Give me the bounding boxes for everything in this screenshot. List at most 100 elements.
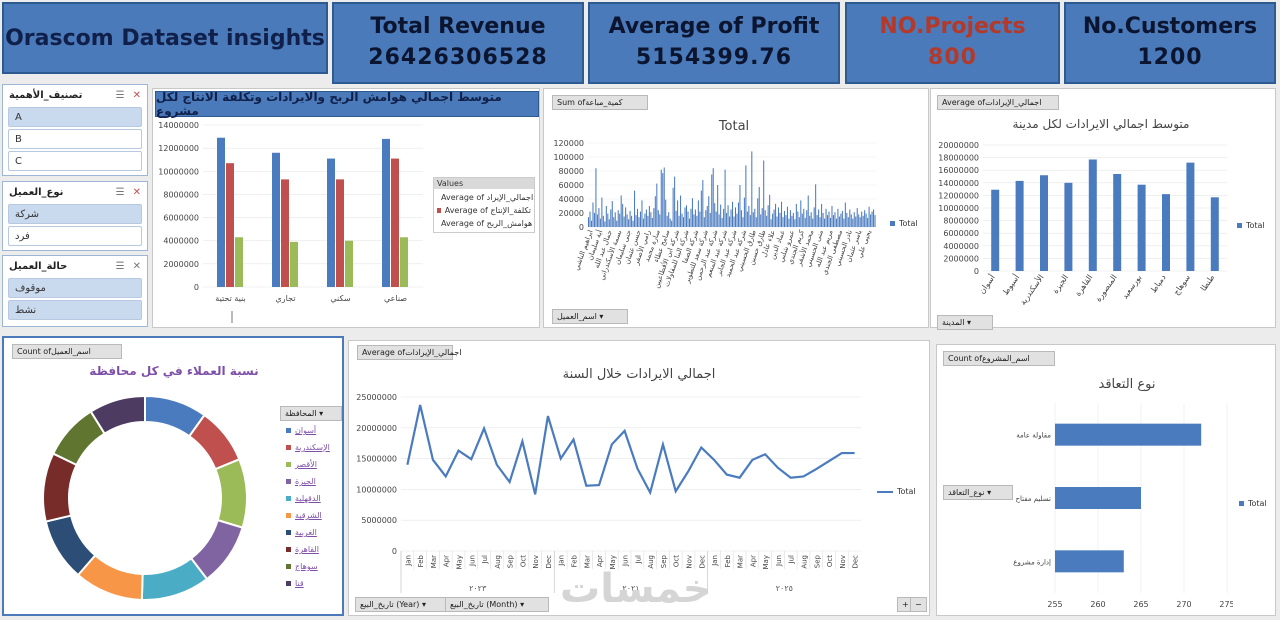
legend-label: أسوان	[295, 426, 317, 435]
y-tick-label: 20000000	[938, 141, 979, 150]
donut-slice	[89, 394, 146, 435]
bar	[675, 210, 677, 227]
slicer-item[interactable]: فرد	[8, 226, 142, 246]
legend-swatch	[286, 462, 291, 467]
kpi-label: Average of Profit	[608, 14, 820, 39]
bar	[327, 158, 335, 287]
bar	[272, 152, 280, 287]
bar	[776, 216, 778, 227]
axis-field-button[interactable]: نوع_التعاقد	[943, 485, 1013, 500]
bar	[619, 213, 621, 227]
bar	[767, 205, 769, 227]
y-tick-label: 14000000	[938, 179, 979, 188]
value-field-button[interactable]: Average ofاجمالي_الإيرادات	[357, 345, 461, 360]
bar	[865, 213, 867, 227]
x-category-label: سوهاج	[1172, 273, 1193, 297]
multi-select-icon[interactable]: ☰	[115, 260, 125, 272]
bar	[382, 138, 390, 287]
bar	[789, 210, 791, 227]
x-month-label: Oct	[673, 555, 681, 567]
y-tick-label: 8000000	[943, 217, 979, 226]
bar	[769, 194, 771, 227]
bar	[1137, 184, 1146, 271]
clear-filter-icon[interactable]: ✕	[132, 89, 141, 101]
slicer-item[interactable]: شركة	[8, 204, 142, 224]
value-field-button[interactable]: Count ofاسم_العميل	[12, 344, 122, 359]
clear-filter-icon[interactable]: ✕	[132, 260, 141, 272]
x-category-label: بنية تحتية	[215, 294, 245, 303]
slicer-title: تصنيف_الأهمية	[9, 89, 83, 101]
x-month-label: Jan	[404, 555, 412, 567]
bar	[1055, 487, 1141, 509]
bar	[718, 214, 720, 227]
slicer-item[interactable]: نشط	[8, 300, 142, 320]
multi-select-icon[interactable]: ☰	[115, 186, 125, 198]
bar	[773, 209, 775, 227]
bar	[766, 215, 768, 227]
value-field-button[interactable]: Count ofاسم_المشروع	[943, 351, 1055, 366]
x-category-label: أسوان	[977, 272, 997, 295]
x-month-label: Apr	[749, 555, 757, 567]
legend-label: Total	[1246, 221, 1265, 230]
bar	[809, 215, 811, 227]
bar	[803, 208, 805, 227]
x-month-label: Mar	[583, 555, 591, 568]
bar	[660, 169, 662, 227]
multi-select-icon[interactable]: ☰	[115, 89, 125, 101]
slicer-item[interactable]: C	[8, 151, 142, 171]
bar	[841, 210, 843, 227]
slicer-item[interactable]: B	[8, 129, 142, 149]
y-tick-label: 0	[579, 223, 584, 232]
axis-field-button[interactable]: المدينة	[937, 315, 993, 330]
y-tick-label: 120000	[553, 139, 584, 148]
bar	[782, 217, 784, 227]
bar	[680, 195, 682, 227]
bar	[683, 217, 685, 227]
bar	[736, 213, 738, 227]
bar	[714, 203, 716, 227]
slicer-item[interactable]: A	[8, 107, 142, 127]
line-chart: 25000000 20000000 15000000 10000000 5000000 0…	[356, 393, 861, 593]
axis-field-button[interactable]: اسم_العميل	[552, 309, 628, 324]
bar	[699, 211, 701, 227]
x-month-label: Aug	[801, 555, 809, 569]
bar	[867, 217, 869, 227]
x-month-label: Jun	[775, 555, 783, 567]
bar	[1055, 550, 1124, 573]
customer-chart-title: Total	[718, 119, 750, 134]
x-month-label: Nov	[839, 555, 847, 569]
value-field-button[interactable]: Sum ofكمية_مباعة	[552, 95, 648, 110]
donut-chart-title: نسبة العملاء في كل محافظة	[89, 364, 259, 378]
bar	[610, 209, 612, 227]
donut-chart-panel: Count ofاسم_العميل نسبة العملاء في كل مح…	[2, 336, 344, 616]
bar	[691, 198, 693, 227]
month-field-button[interactable]: تاريخ_البيع (Month)	[445, 597, 549, 612]
y-tick-label: 10000000	[356, 485, 397, 494]
bar	[712, 168, 714, 227]
legend-swatch	[286, 530, 291, 535]
clear-filter-icon[interactable]: ✕	[132, 186, 141, 198]
bar	[674, 176, 676, 227]
collapse-button[interactable]: −	[910, 597, 927, 612]
bar	[636, 208, 639, 227]
bar	[1210, 197, 1219, 271]
y-tick-label: 15000000	[356, 455, 397, 464]
legend-label: Total	[1248, 499, 1267, 508]
bar	[702, 180, 704, 227]
bar	[827, 215, 829, 227]
bar	[711, 174, 713, 227]
bar	[599, 218, 601, 227]
legend-item: الغربية	[286, 524, 330, 541]
year-field-button[interactable]: تاريخ_البيع (Year)	[355, 597, 451, 612]
bar	[626, 214, 628, 227]
bar	[732, 201, 734, 227]
value-field-button[interactable]: Average ofاجمالي_الإيرادات	[937, 95, 1059, 110]
slicer-item[interactable]: موقوف	[8, 278, 142, 298]
x-month-label: Feb	[724, 554, 732, 567]
legend-label: القاهرة	[295, 545, 319, 554]
bar	[601, 197, 603, 227]
kpi-value: 5154399.76	[635, 45, 793, 70]
legend-field-button[interactable]: المحافظة	[280, 406, 342, 421]
x-month-label: Nov	[532, 555, 540, 569]
bar	[1064, 182, 1073, 271]
